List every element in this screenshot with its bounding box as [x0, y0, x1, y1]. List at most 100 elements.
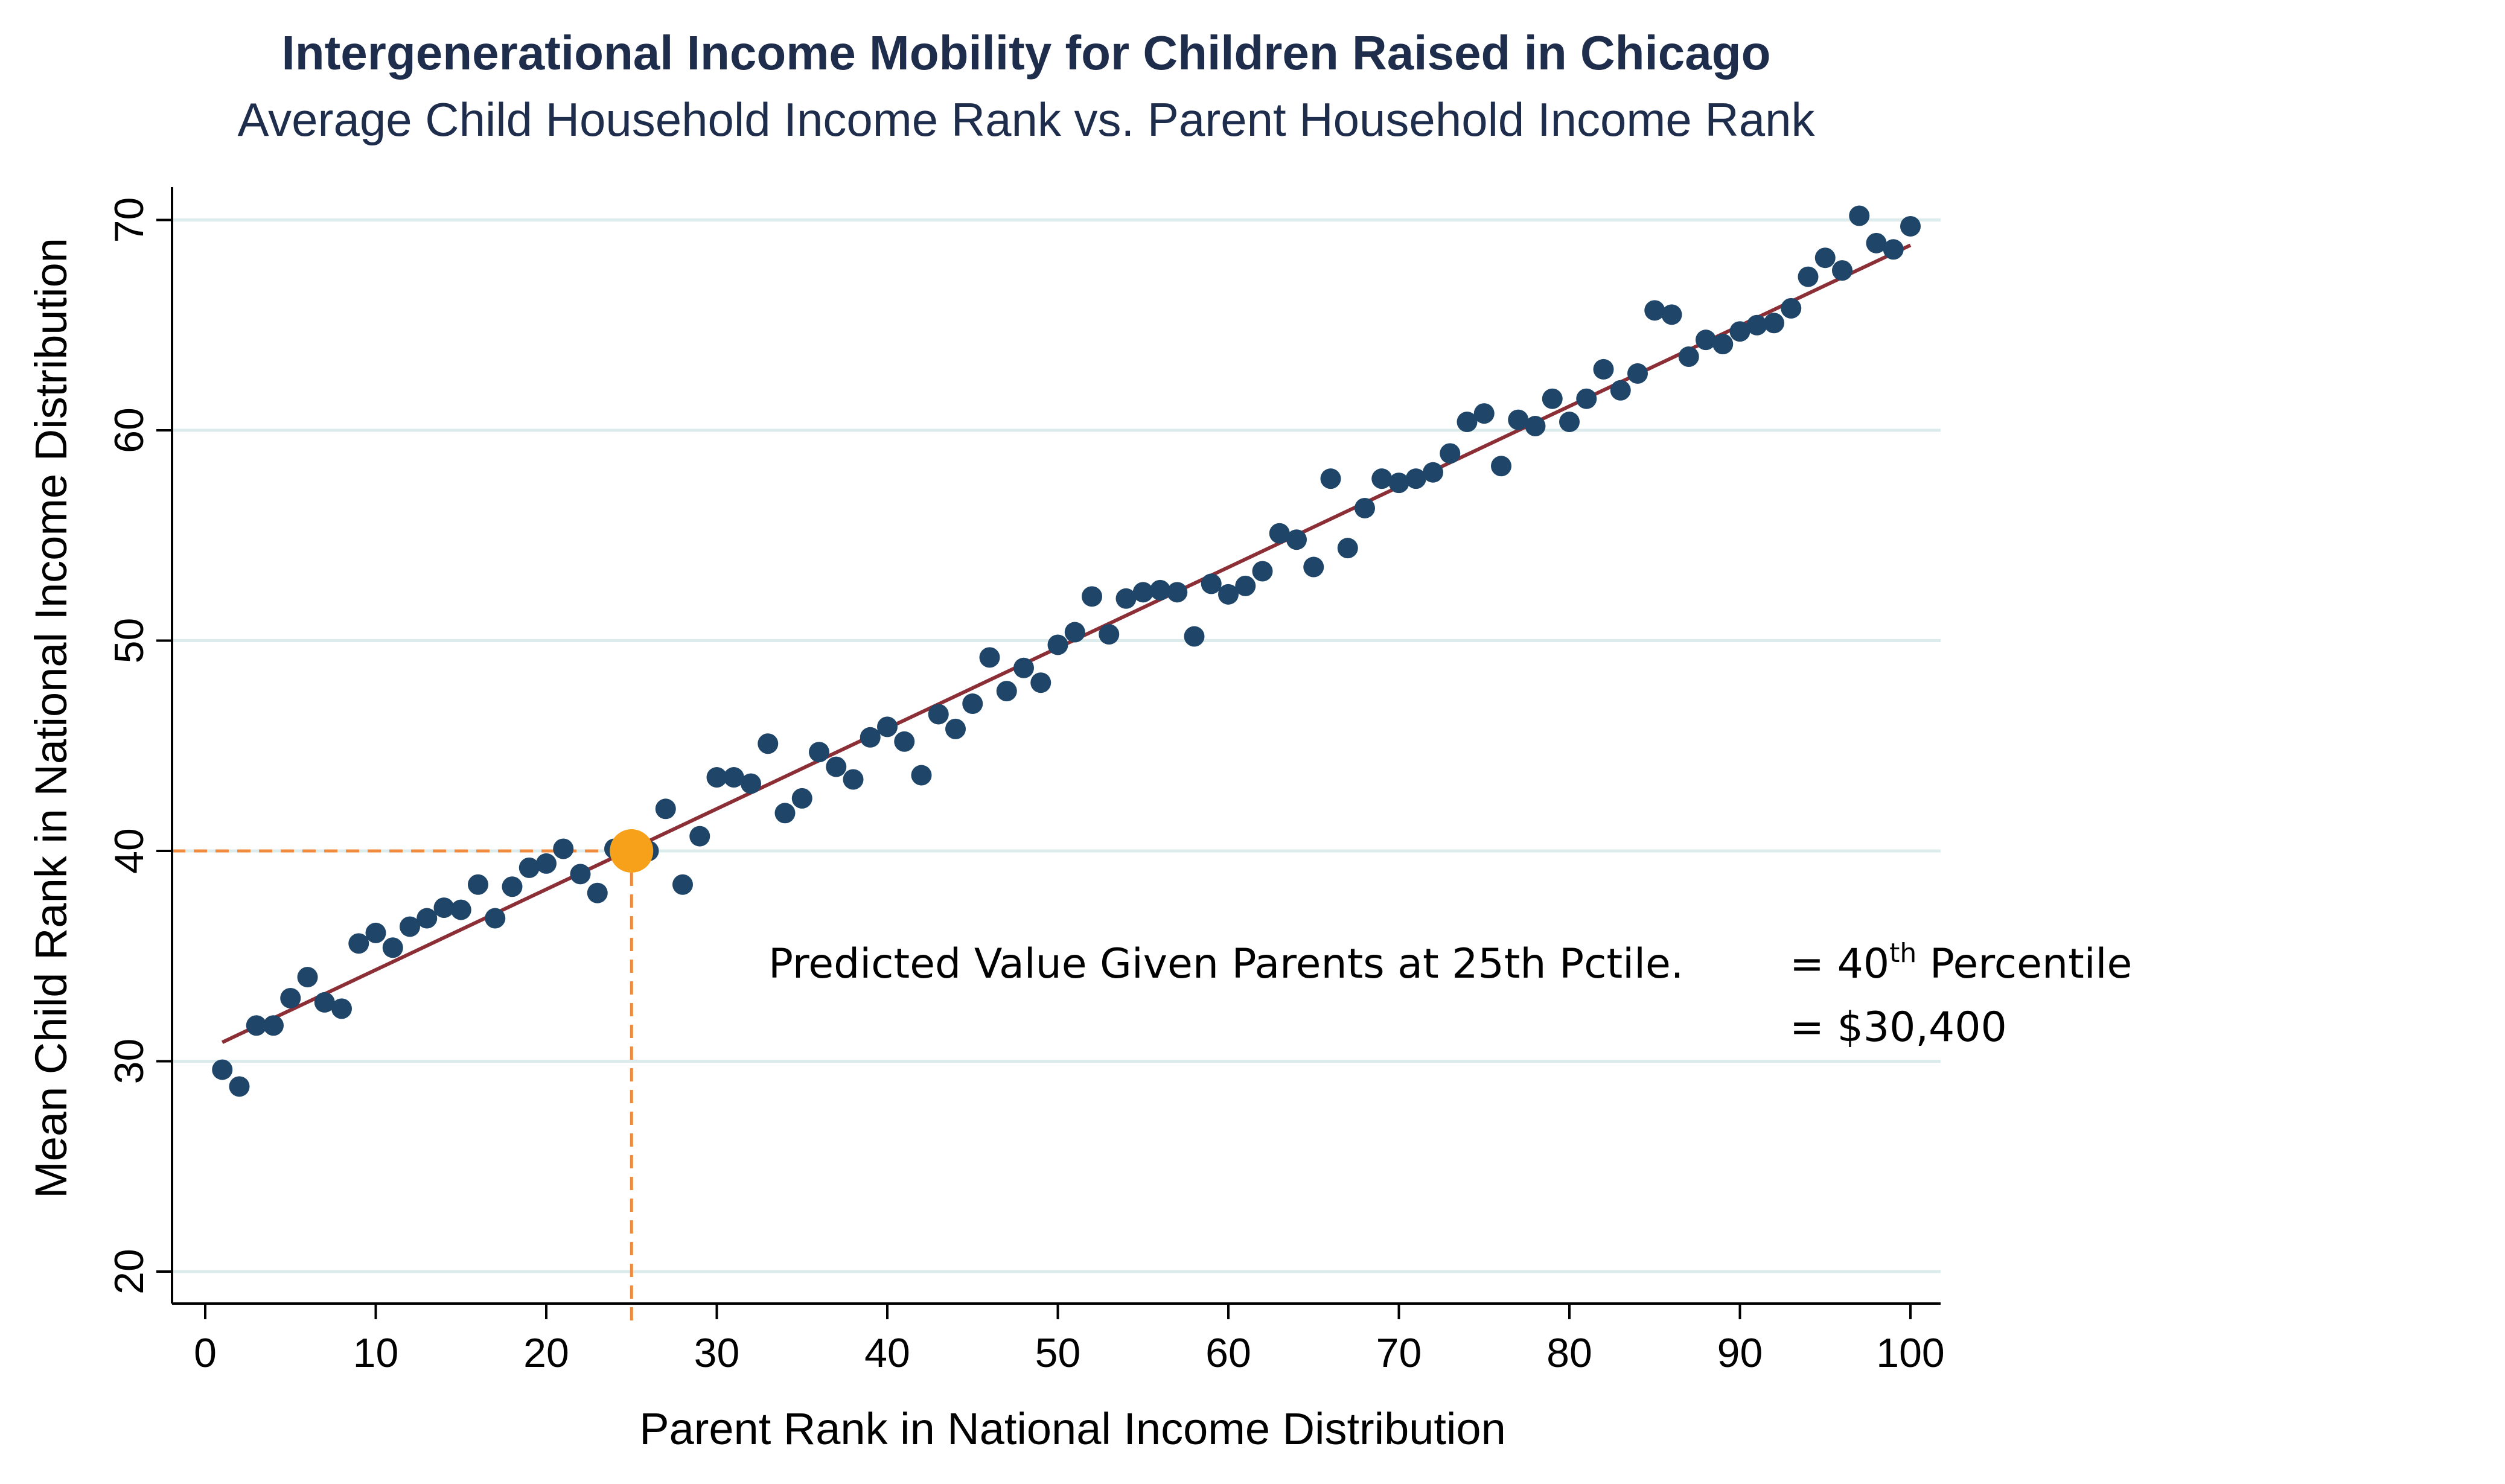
data-point: [1491, 456, 1511, 477]
x-tick-label-60: 60: [1205, 1330, 1251, 1376]
x-tick-label-10: 10: [353, 1330, 399, 1376]
data-point: [1849, 205, 1870, 226]
data-point: [945, 718, 966, 739]
data-point: [1764, 313, 1784, 334]
y-tick-label-50: 50: [106, 618, 152, 664]
data-point: [1099, 624, 1120, 645]
x-axis-label: Parent Rank in National Income Distribut…: [639, 1404, 1505, 1454]
x-tick-label-30: 30: [694, 1330, 740, 1376]
data-point: [1371, 468, 1393, 489]
annotation-percentile: = 40th Percentile: [1790, 938, 2132, 988]
data-point: [570, 864, 591, 885]
x-tick-label-90: 90: [1717, 1330, 1763, 1376]
data-point: [1013, 657, 1034, 678]
data-point: [1337, 538, 1358, 559]
data-point: [536, 853, 557, 874]
data-point: [519, 857, 540, 878]
data-point: [962, 693, 983, 715]
data-point: [1184, 626, 1205, 647]
data-point: [1286, 529, 1307, 550]
data-point: [1712, 334, 1734, 355]
data-point: [433, 897, 455, 919]
data-point: [1252, 561, 1273, 582]
data-point: [1047, 634, 1068, 655]
data-point: [1900, 215, 1921, 237]
data-point: [553, 838, 574, 859]
data-point: [365, 922, 386, 943]
data-point: [1746, 314, 1767, 336]
annotation-dollar: = $30,400: [1790, 1004, 2007, 1051]
highlight-group: [610, 829, 654, 873]
data-point: [706, 767, 727, 788]
y-tick-label-70: 70: [106, 197, 152, 243]
data-point: [1866, 232, 1887, 253]
annotation-percentile-suffix: Percentile: [1916, 940, 2132, 988]
data-point: [758, 733, 779, 754]
data-point: [826, 756, 847, 777]
data-point: [1798, 266, 1819, 287]
data-point: [314, 992, 335, 1013]
y-tick-label-40: 40: [106, 828, 152, 874]
data-point: [1082, 586, 1102, 607]
y-tick-label-60: 60: [106, 407, 152, 453]
data-point: [450, 899, 471, 920]
x-tick-label-70: 70: [1376, 1330, 1422, 1376]
y-tick-label-20: 20: [106, 1249, 152, 1295]
data-point: [1201, 573, 1222, 594]
data-point: [1440, 443, 1461, 464]
data-point: [655, 798, 676, 820]
data-point: [1235, 575, 1256, 596]
data-point: [1883, 239, 1904, 260]
data-point: [1457, 412, 1478, 433]
data-point: [894, 731, 915, 752]
data-point: [1388, 473, 1409, 494]
data-point: [1729, 321, 1750, 342]
data-point: [468, 874, 488, 895]
data-point: [348, 933, 369, 954]
data-point: [1167, 582, 1188, 603]
x-tick-label-20: 20: [523, 1330, 569, 1376]
data-point: [1423, 462, 1443, 483]
x-tick-label-0: 0: [194, 1330, 217, 1376]
data-point: [911, 765, 932, 786]
data-point: [1150, 579, 1170, 600]
data-point: [1610, 380, 1631, 401]
data-point: [246, 1015, 267, 1036]
x-tick-label-40: 40: [864, 1330, 910, 1376]
data-point: [1320, 468, 1341, 489]
scatter-points: [212, 205, 1921, 1097]
data-point: [1132, 582, 1154, 603]
data-point: [774, 803, 796, 824]
data-point: [723, 767, 744, 788]
data-point: [1030, 672, 1051, 693]
data-point: [1814, 247, 1836, 269]
y-tick-label-30: 30: [106, 1039, 152, 1084]
chart-subtitle: Average Child Household Income Rank vs. …: [238, 93, 1816, 146]
data-point: [263, 1015, 284, 1036]
data-point: [1508, 409, 1529, 430]
data-point: [1781, 298, 1802, 319]
data-point: [996, 681, 1017, 702]
data-point: [860, 727, 881, 748]
annotation-percentile-prefix: = 40: [1790, 940, 1889, 988]
data-point: [1593, 358, 1614, 380]
data-point: [1473, 403, 1495, 424]
data-point: [416, 908, 438, 929]
data-point: [741, 773, 761, 794]
data-point: [1576, 388, 1597, 409]
data-point: [400, 916, 420, 937]
data-point: [928, 704, 949, 725]
data-point: [485, 908, 506, 929]
data-point: [1832, 260, 1852, 281]
data-point: [297, 967, 318, 988]
x-tick-label-50: 50: [1035, 1330, 1081, 1376]
guide-lines: [172, 849, 633, 1322]
axes: 20 30 40 50 60 70 0 10 20 30 40 50 60 70 80 90 100: [106, 187, 1945, 1376]
data-point: [979, 647, 1000, 668]
data-point: [1696, 330, 1716, 351]
data-point: [877, 716, 898, 737]
data-point: [1644, 300, 1665, 321]
annotation-text: Predicted Value Given Parents at 25th Pc…: [768, 940, 1683, 988]
data-point: [229, 1076, 250, 1097]
